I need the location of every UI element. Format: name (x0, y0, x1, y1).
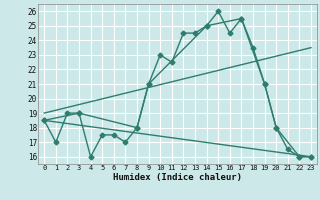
X-axis label: Humidex (Indice chaleur): Humidex (Indice chaleur) (113, 173, 242, 182)
